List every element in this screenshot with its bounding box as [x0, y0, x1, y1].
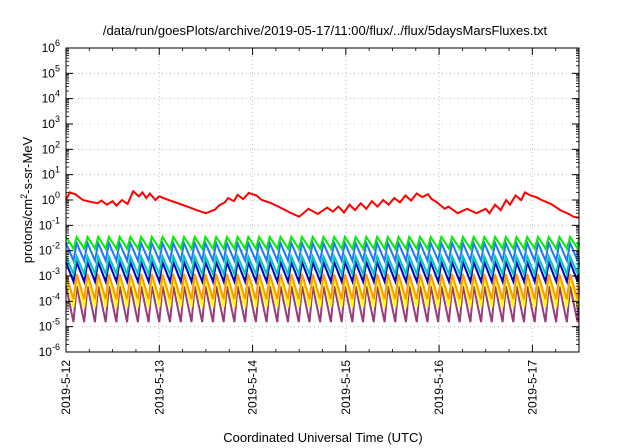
y-tick-exponent: -3: [52, 266, 60, 276]
x-tick-label: 2019-5-17: [525, 360, 539, 415]
y-tick-exponent: 1: [55, 165, 60, 175]
x-axis: 2019-5-12 2019-5-13 2019-5-14 2019-5-15 2019…: [59, 48, 557, 415]
y-tick-exponent: 5: [55, 63, 60, 73]
y-tick-base: 10: [42, 117, 56, 131]
y-tick-label: 103: [42, 114, 60, 131]
series-group: [65, 189, 580, 323]
y-tick-exponent: 2: [55, 139, 60, 149]
y-tick-exponent: -4: [52, 291, 60, 301]
y-tick-exponent: -6: [52, 342, 60, 352]
y-tick-label: 105: [42, 63, 60, 80]
y-tick-label: 104: [42, 89, 60, 106]
y-tick-base: 10: [39, 320, 53, 334]
x-tick-label: 2019-5-13: [152, 360, 166, 415]
y-tick-base: 10: [39, 218, 53, 232]
y-tick-base: 10: [42, 41, 56, 55]
y-tick-exponent: -1: [52, 215, 60, 225]
y-tick-exponent: 0: [55, 190, 60, 200]
series-line: [65, 189, 580, 219]
x-tick-label: 2019-5-14: [246, 360, 260, 415]
y-tick-exponent: 3: [55, 114, 60, 124]
y-tick-exponent: 6: [55, 38, 60, 48]
y-axis-label: protons/cm2-s-sr-MeV: [19, 136, 35, 263]
y-tick-exponent: 4: [55, 89, 60, 99]
y-tick-base: 10: [42, 168, 56, 182]
x-axis-label: Coordinated Universal Time (UTC): [223, 430, 422, 445]
y-tick-base: 10: [39, 269, 53, 283]
series-line: [65, 234, 580, 252]
series-line: [65, 258, 580, 286]
y-tick-label: 101: [42, 165, 60, 182]
x-tick-label: 2019-5-16: [432, 360, 446, 415]
y-tick-label: 10-2: [39, 241, 60, 258]
y-tick-label: 100: [42, 190, 60, 207]
y-tick-base: 10: [39, 244, 53, 258]
y-axis: 10-610-510-410-310-210-11001011021031041…: [39, 38, 579, 359]
series-line: [65, 239, 580, 265]
y-tick-base: 10: [42, 92, 56, 106]
y-tick-exponent: -5: [52, 317, 60, 327]
y-tick-label: 10-4: [39, 291, 60, 308]
series-line: [65, 252, 580, 278]
y-tick-base: 10: [42, 66, 56, 80]
chart-title: /data/run/goesPlots/archive/2019-05-17/1…: [103, 23, 548, 38]
y-tick-exponent: -2: [52, 241, 60, 251]
x-tick-label: 2019-5-15: [339, 360, 353, 415]
y-axis-label-base: protons/cm: [20, 199, 35, 263]
y-tick-label: 102: [42, 139, 60, 156]
y-tick-label: 10-3: [39, 266, 60, 283]
x-tick-label: 2019-5-12: [59, 360, 73, 415]
y-tick-base: 10: [42, 193, 56, 207]
y-axis-label-sup: 2: [19, 194, 29, 199]
y-tick-label: 10-5: [39, 317, 60, 334]
series-line: [65, 273, 580, 300]
y-tick-label: 106: [42, 38, 60, 55]
y-axis-label-rest: -s-sr-MeV: [20, 136, 35, 193]
y-tick-label: 10-1: [39, 215, 60, 232]
y-tick-label: 10-6: [39, 342, 60, 359]
y-tick-base: 10: [39, 345, 53, 359]
y-tick-base: 10: [42, 142, 56, 156]
y-tick-base: 10: [39, 294, 53, 308]
